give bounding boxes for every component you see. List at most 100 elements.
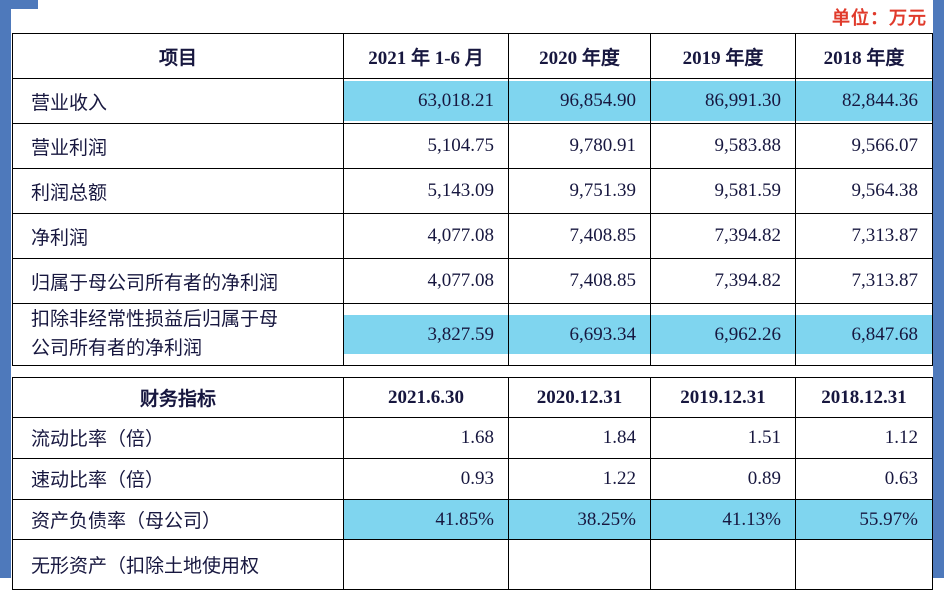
row-label: 资产负债率（母公司） (12, 498, 344, 541)
value-cell: 1.51 (650, 417, 796, 459)
value-text: 5,104.75 (427, 135, 495, 157)
value-cell (508, 539, 651, 590)
row-label: 利润总额 (12, 168, 344, 214)
value-text: 0.89 (747, 467, 781, 489)
row-label: 净利润 (12, 213, 344, 259)
value-text: 1.84 (602, 427, 636, 448)
value-text: 6,693.34 (509, 314, 650, 355)
table-row: 利润总额 5,143.09 9,751.39 9,581.59 9,564.38 (12, 168, 933, 214)
value-text: 4,077.08 (427, 270, 495, 292)
table-row: 资产负债率（母公司） 41.85% 38.25% 41.13% 55.97% (12, 498, 933, 541)
value-cell: 9,780.91 (508, 123, 651, 169)
value-text: 9,564.38 (851, 180, 919, 202)
value-cell: 9,751.39 (508, 168, 651, 214)
value-cell: 7,394.82 (650, 258, 796, 304)
value-text: 82,844.36 (796, 81, 932, 121)
table-row: 速动比率（倍） 0.93 1.22 0.89 0.63 (12, 457, 933, 500)
value-cell (795, 539, 933, 590)
value-text: 0.63 (884, 467, 918, 489)
income-table-header-row: 项目 2021 年 1-6 月 2020 年度 2019 年度 2018 年度 (12, 33, 933, 79)
value-cell: 7,313.87 (795, 213, 933, 259)
financial-ratio-table: 财务指标 2021.6.30 2020.12.31 2019.12.31 201… (12, 377, 933, 590)
row-label: 营业利润 (12, 123, 344, 169)
value-text: 63,018.21 (344, 81, 508, 121)
value-text: 7,313.87 (851, 225, 919, 247)
table-row-partial: 无形资产（扣除土地使用权 (12, 539, 933, 590)
value-cell: 0.93 (343, 457, 509, 500)
value-text: 7,394.82 (714, 225, 782, 247)
value-cell: 5,143.09 (343, 168, 509, 214)
table-row: 扣除非经常性损益后归属于母公司所有者的净利润 3,827.59 6,693.34… (12, 303, 933, 366)
value-text: 7,408.85 (569, 225, 637, 247)
value-cell (650, 539, 796, 590)
value-cell: 82,844.36 (795, 78, 933, 124)
value-cell: 6,847.68 (795, 303, 933, 366)
value-cell: 38.25% (508, 498, 651, 541)
value-cell: 9,566.07 (795, 123, 933, 169)
value-text (652, 557, 795, 573)
table-row: 营业利润 5,104.75 9,780.91 9,583.88 9,566.07 (12, 123, 933, 169)
value-text: 1.68 (460, 427, 494, 448)
row-label: 速动比率（倍） (12, 457, 344, 500)
value-text (345, 557, 508, 573)
unit-label: 单位：万元 (832, 7, 927, 28)
row-label: 无形资产（扣除土地使用权 (12, 539, 344, 590)
column-header-item: 项目 (12, 33, 344, 79)
value-cell: 4,077.08 (343, 213, 509, 259)
value-text: 41.85% (344, 499, 508, 539)
value-text: 96,854.90 (509, 81, 650, 121)
value-cell: 7,313.87 (795, 258, 933, 304)
value-text: 7,313.87 (851, 270, 919, 292)
value-text: 5,143.09 (427, 180, 495, 202)
value-cell (343, 539, 509, 590)
table-row: 流动比率（倍） 1.68 1.84 1.51 1.12 (12, 417, 933, 459)
value-text: 9,780.91 (569, 135, 637, 157)
column-header-period-3: 2019 年度 (650, 33, 796, 79)
value-cell: 1.22 (508, 457, 651, 500)
value-cell: 41.85% (343, 498, 509, 541)
column-header-indicator: 财务指标 (12, 377, 344, 418)
value-cell: 7,394.82 (650, 213, 796, 259)
column-header-period-1: 2021 年 1-6 月 (343, 33, 509, 79)
value-text: 9,583.88 (714, 135, 782, 157)
row-label: 归属于母公司所有者的净利润 (12, 258, 344, 304)
value-cell: 9,583.88 (650, 123, 796, 169)
value-cell: 86,991.30 (650, 78, 796, 124)
value-cell: 63,018.21 (343, 78, 509, 124)
table-row: 营业收入 63,018.21 96,854.90 86,991.30 82,84… (12, 78, 933, 124)
column-header-date-4: 2018.12.31 (795, 377, 933, 418)
value-cell: 96,854.90 (508, 78, 651, 124)
value-text: 0.93 (460, 467, 494, 489)
value-cell: 41.13% (650, 498, 796, 541)
value-text: 9,751.39 (569, 180, 637, 202)
value-text: 55.97% (796, 499, 932, 539)
value-cell: 3,827.59 (343, 303, 509, 366)
value-cell: 1.84 (508, 417, 651, 459)
value-text: 86,991.30 (651, 81, 795, 121)
value-text: 6,962.26 (651, 314, 795, 355)
table-row: 净利润 4,077.08 7,408.85 7,394.82 7,313.87 (12, 213, 933, 259)
value-cell: 6,693.34 (508, 303, 651, 366)
value-text: 38.25% (509, 499, 650, 539)
row-label: 流动比率（倍） (12, 417, 344, 459)
column-header-date-3: 2019.12.31 (650, 377, 796, 418)
value-cell: 6,962.26 (650, 303, 796, 366)
value-text (797, 557, 932, 573)
column-header-date-2: 2020.12.31 (508, 377, 651, 418)
value-cell: 7,408.85 (508, 213, 651, 259)
value-text: 7,408.85 (569, 270, 637, 292)
value-cell: 4,077.08 (343, 258, 509, 304)
value-text: 3,827.59 (344, 314, 508, 355)
income-statement-table: 项目 2021 年 1-6 月 2020 年度 2019 年度 2018 年度 … (12, 33, 933, 366)
left-edge-bar (0, 0, 11, 578)
value-text: 1.12 (884, 427, 918, 448)
value-text: 9,566.07 (851, 135, 919, 157)
document-page: 单位：万元 项目 2021 年 1-6 月 2020 年度 2019 年度 20… (11, 0, 933, 590)
value-text: 4,077.08 (427, 225, 495, 247)
value-cell: 9,581.59 (650, 168, 796, 214)
column-header-period-4: 2018 年度 (795, 33, 933, 79)
value-cell: 9,564.38 (795, 168, 933, 214)
value-text: 9,581.59 (714, 180, 782, 202)
value-text: 1.51 (747, 427, 781, 448)
value-cell: 55.97% (795, 498, 933, 541)
